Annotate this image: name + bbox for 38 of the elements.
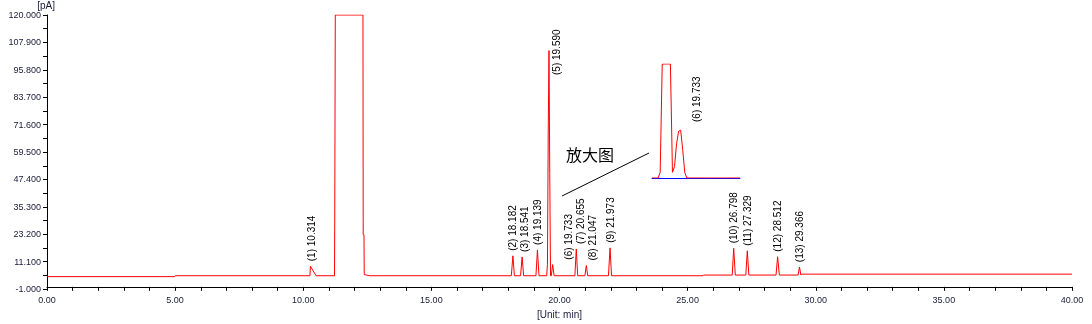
annotation: (10) 26.798 <box>728 191 740 244</box>
x-tick-label: 20.00 <box>548 294 571 305</box>
line-series <box>46 14 1073 278</box>
annotation: (11) 27.329 <box>741 194 753 246</box>
y-tick-label: 120.000 <box>8 10 41 20</box>
y-tick-label: 23.200 <box>13 229 41 240</box>
annotation: (5) 19.590 <box>551 28 563 75</box>
y-tick-label: 11.100 <box>14 256 41 267</box>
y-tick-label: 59.500 <box>13 147 41 158</box>
y-tick-label: -1.000 <box>15 284 41 295</box>
annotation: (13) 29.366 <box>794 210 805 263</box>
y-tick-label: 95.800 <box>13 64 41 75</box>
annotation: (3) 18.541 <box>519 205 531 252</box>
annotation: (6) 19.733 <box>690 75 702 122</box>
x-tick-label: 25.00 <box>676 294 699 305</box>
x-tick-label: 30.00 <box>804 294 828 305</box>
annotation: (8) 21.047 <box>587 214 599 261</box>
y-axis-title: [pA] <box>37 0 56 12</box>
annotation: (4) 19.139 <box>531 198 543 245</box>
annotation: (7) 20.655 <box>575 197 587 244</box>
y-tick-label: 83.700 <box>13 92 41 103</box>
annotation: (6) 19.733 <box>563 213 575 260</box>
y-tick-label: 71.600 <box>13 119 41 130</box>
annotation: 放大图 <box>566 142 615 166</box>
x-tick-label: 35.00 <box>932 294 956 305</box>
x-tick-label: 0.00 <box>38 294 56 305</box>
annotation: (2) 18.182 <box>507 204 519 251</box>
x-tick-label: 40.00 <box>1060 294 1084 305</box>
annotation: (1) 10.314 <box>305 215 317 262</box>
x-tick-label: 15.00 <box>420 294 443 305</box>
y-tick-label: 35.300 <box>13 201 41 212</box>
annotation: (12) 28.512 <box>772 200 784 252</box>
x-axis-title: [Unit: min] <box>536 308 583 320</box>
annotation: (9) 21.973 <box>604 196 616 243</box>
y-tick-label: 107.900 <box>8 37 41 48</box>
x-tick-label: 5.00 <box>166 294 184 305</box>
x-tick-label: 10.00 <box>291 294 315 305</box>
y-tick-label: 47.400 <box>13 174 41 185</box>
